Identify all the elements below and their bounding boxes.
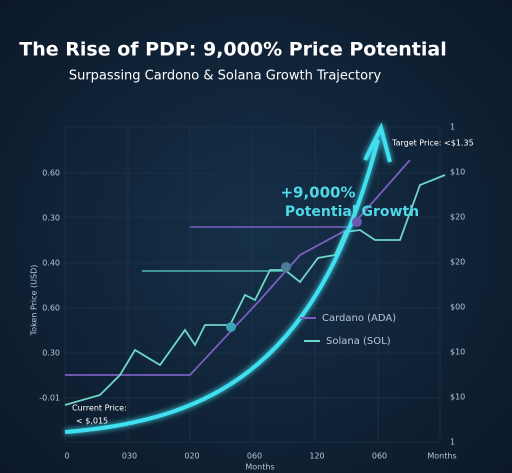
annotation: Potential Growth <box>285 204 419 220</box>
y2-tick-label: 1 <box>450 438 455 447</box>
marker <box>352 217 362 227</box>
x-tick-label: 120 <box>309 452 324 461</box>
growth-arrow <box>64 122 392 434</box>
y2-tick-label: $10 <box>450 393 465 402</box>
annotation: Target Price: <$1.35 <box>391 139 474 148</box>
y2-tick-label: $20 <box>450 258 465 267</box>
grid <box>64 126 441 443</box>
y2-tick-label: $00 <box>450 303 465 312</box>
y-tick-label: 0.60 <box>42 169 60 178</box>
x-tick-label: 030 <box>122 452 137 461</box>
y-title: Token Price (USD) <box>30 265 39 337</box>
x-tick-label: 060 <box>372 452 387 461</box>
marker <box>226 322 236 332</box>
legend-entry: Cardano (ADA) <box>322 313 396 324</box>
y2-tick-label: $10 <box>450 168 465 177</box>
legend-entry: Solana (SOL) <box>326 336 391 347</box>
x-tick-label: 0 <box>64 452 69 461</box>
x-tick-label: Months <box>427 452 456 461</box>
y2-tick-label: $20 <box>450 213 465 222</box>
solana-line <box>64 174 446 406</box>
y-tick-label: 0.60 <box>42 304 60 313</box>
y2-tick-label: $10 <box>450 348 465 357</box>
x-tick-label: 020 <box>184 452 199 461</box>
x-tick-label: 060 <box>247 452 262 461</box>
y-tick-label: 0.40 <box>42 259 60 268</box>
y-tick-label: -0.01 <box>39 394 60 403</box>
annotation: +9,000% <box>280 184 355 202</box>
annotation: < $,015 <box>76 417 108 426</box>
y2-tick-label: 1 <box>450 123 455 132</box>
subtitle: Surpassing Cardono & Solana Growth Traje… <box>69 69 382 84</box>
cardano-line <box>65 159 411 376</box>
y-tick-label: 0.30 <box>42 214 60 223</box>
annotation: Current Price: <box>72 404 127 413</box>
x-title: Months <box>245 463 274 472</box>
y-tick-label: 0.30 <box>42 349 60 358</box>
title: The Rise of PDP: 9,000% Price Potential <box>19 39 446 61</box>
marker <box>281 262 291 272</box>
